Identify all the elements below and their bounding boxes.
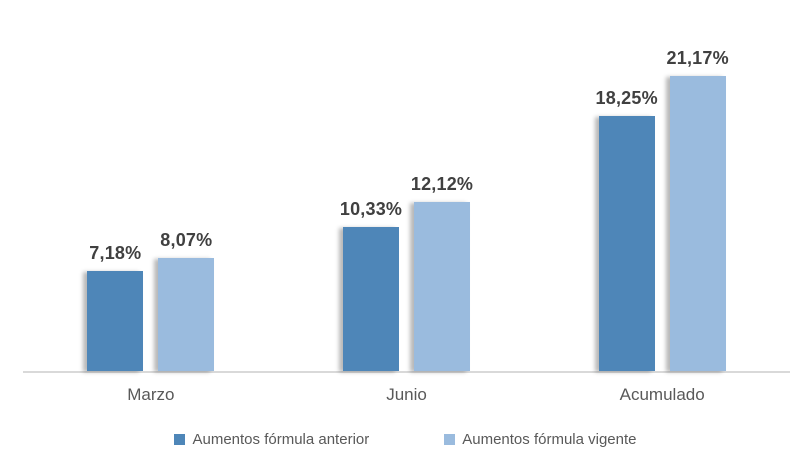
category-group-junio: 10,33% 12,12% — [279, 174, 535, 371]
data-label-anterior-acumulado: 18,25% — [595, 88, 658, 109]
bar-anterior-marzo — [87, 270, 144, 371]
data-label-anterior-marzo: 7,18% — [89, 242, 142, 263]
bar-slot: 7,18% — [87, 242, 144, 371]
legend-swatch-vigente — [444, 434, 456, 445]
bar-vigente-marzo — [158, 258, 215, 371]
bar-anterior-acumulado — [598, 116, 655, 371]
data-label-vigente-acumulado: 21,17% — [666, 47, 729, 68]
legend-swatch-anterior — [174, 434, 186, 445]
legend-label-anterior: Aumentos fórmula anterior — [192, 431, 370, 448]
bar-slot: 18,25% — [595, 88, 658, 371]
data-label-vigente-junio: 12,12% — [410, 173, 474, 194]
legend: Aumentos fórmula anterior Aumentos fórmu… — [0, 431, 811, 448]
category-group-acumulado: 18,25% 21,17% — [534, 48, 790, 371]
bar-vigente-acumulado — [669, 75, 726, 371]
legend-item-vigente: Aumentos fórmula vigente — [444, 431, 637, 448]
bar-anterior-junio — [343, 226, 399, 371]
bar-vigente-junio — [414, 201, 470, 371]
x-axis-label-acumulado: Acumulado — [619, 385, 705, 404]
bar-slot: 12,12% — [410, 173, 474, 371]
x-axis-label-junio: Junio — [386, 385, 427, 404]
bar-slot: 8,07% — [158, 230, 215, 371]
bar-slot: 10,33% — [339, 198, 403, 371]
legend-item-anterior: Aumentos fórmula anterior — [174, 431, 369, 448]
legend-label-vigente: Aumentos fórmula vigente — [462, 431, 637, 448]
data-label-anterior-junio: 10,33% — [339, 198, 403, 219]
x-axis-label-marzo: Marzo — [127, 385, 175, 404]
plot-area: 7,18% 8,07% 10,33% 12,12% 18,25% — [23, 0, 790, 373]
data-label-vigente-marzo: 8,07% — [160, 230, 213, 251]
bar-slot: 21,17% — [666, 47, 729, 371]
category-group-marzo: 7,18% 8,07% — [23, 230, 279, 371]
x-axis-labels: Marzo Junio Acumulado — [23, 385, 790, 405]
